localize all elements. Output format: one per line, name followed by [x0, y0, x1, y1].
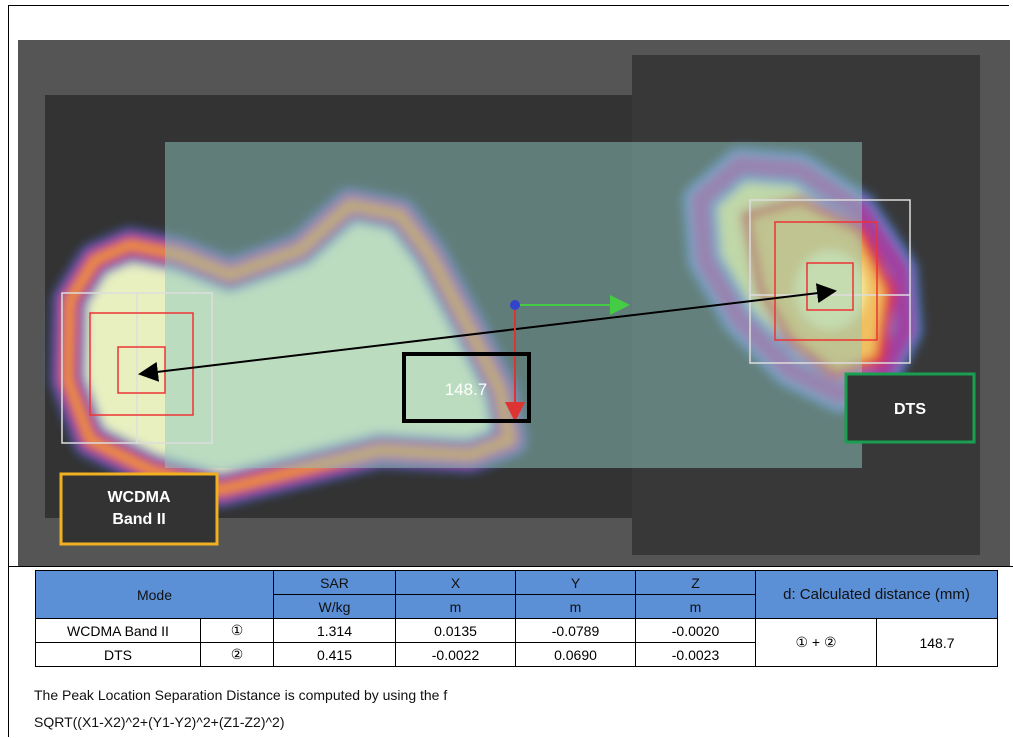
unit-cell: m	[635, 594, 756, 619]
dts-box	[844, 372, 976, 444]
header-cell: X	[395, 570, 516, 595]
unit-cell: W/kg	[273, 594, 396, 619]
cell: ②	[200, 642, 274, 667]
header-cell: Mode	[35, 570, 274, 619]
cell: -0.0020	[635, 618, 756, 643]
header-cell: Z	[635, 570, 756, 595]
cell: -0.0023	[635, 642, 756, 667]
cell: ①	[200, 618, 274, 643]
cell: -0.0022	[395, 642, 516, 667]
distance-label: 148.7	[445, 380, 488, 399]
note: SQRT((X1-X2)^2+(Y1-Y2)^2+(Z1-Z2)^2)	[34, 714, 285, 730]
cell: 148.7	[876, 618, 998, 667]
note: The Peak Location Separation Distance is…	[34, 687, 448, 703]
wcdma-box	[59, 472, 219, 546]
unit-cell: m	[395, 594, 516, 619]
header-cell: Y	[515, 570, 636, 595]
cell: 0.415	[273, 642, 396, 667]
distance-box	[402, 352, 531, 423]
cell: -0.0789	[515, 618, 636, 643]
separator	[8, 566, 1013, 567]
cell: WCDMA Band II	[35, 618, 201, 643]
unit-cell: m	[515, 594, 636, 619]
wcdma-label: Band II	[112, 511, 165, 528]
sar-plot-image: 148.7 DTS WCDMA Band II	[18, 40, 1010, 566]
origin	[510, 300, 520, 310]
cell: 1.314	[273, 618, 396, 643]
cell: ① + ②	[755, 618, 877, 667]
cell: DTS	[35, 642, 201, 667]
cell: 0.0690	[515, 642, 636, 667]
page-frame	[8, 5, 1009, 737]
dts-label: DTS	[894, 401, 926, 418]
distance-arrow	[138, 283, 837, 382]
header-cell: d: Calculated distance (mm)	[755, 570, 998, 619]
cell: 0.0135	[395, 618, 516, 643]
results-table: Mode SAR X Y Z d: Calculated distance (m…	[35, 570, 998, 667]
wcdma-label: WCDMA	[107, 489, 171, 506]
header-cell: SAR	[273, 570, 396, 595]
